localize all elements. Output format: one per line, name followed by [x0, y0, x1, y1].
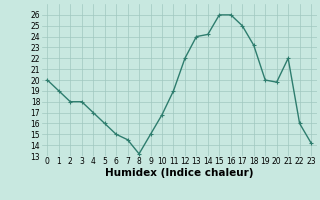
- X-axis label: Humidex (Indice chaleur): Humidex (Indice chaleur): [105, 168, 253, 178]
